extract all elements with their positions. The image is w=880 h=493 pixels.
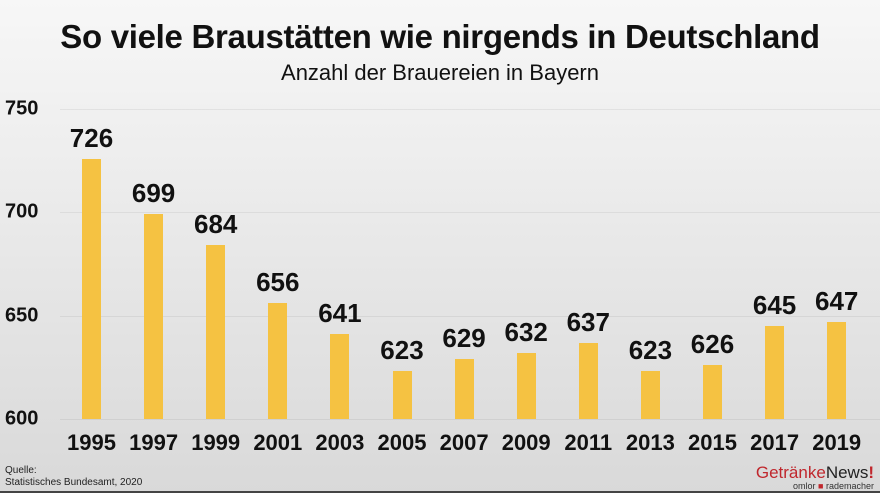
- y-tick-label: 650: [5, 304, 39, 327]
- value-label: 645: [752, 290, 797, 320]
- value-label: 623: [628, 335, 673, 366]
- value-label: 684: [193, 209, 238, 240]
- logo-part1: Getränke: [755, 463, 826, 482]
- bottom-border: [0, 491, 880, 493]
- value-label: 699: [131, 178, 176, 209]
- value-label: 629: [442, 323, 486, 354]
- source-note: Quelle: Statistisches Bundesamt, 2020: [5, 465, 142, 489]
- bar-2015: [703, 365, 722, 419]
- gridline: [60, 212, 880, 214]
- bar-2007: [454, 359, 474, 419]
- gridline: [60, 109, 880, 110]
- bar-1997: [144, 214, 164, 419]
- x-tick-label: 2003: [315, 430, 365, 455]
- source-label: Quelle:: [5, 465, 37, 476]
- value-label: 637: [566, 306, 610, 337]
- y-tick-label: 600: [5, 407, 39, 430]
- value-label: 726: [69, 122, 114, 153]
- x-tick-label: 2001: [253, 430, 303, 455]
- bar-2009: [516, 352, 536, 419]
- value-label: 623: [380, 335, 424, 366]
- logo-part2: News: [825, 463, 869, 482]
- bar-2005: [392, 371, 412, 419]
- logo-sub-right: rademacher: [825, 481, 874, 491]
- y-tick-label: 700: [5, 200, 39, 223]
- chart-subtitle: Anzahl der Brauereien in Bayern: [281, 60, 599, 85]
- y-tick-label: 750: [5, 97, 39, 120]
- x-tick-label: 2013: [625, 430, 675, 455]
- value-label: 626: [690, 329, 735, 360]
- x-tick-label: 2011: [564, 430, 613, 455]
- bar-2013: [640, 371, 660, 419]
- bar-1995: [82, 158, 101, 419]
- x-tick-label: 2005: [377, 430, 427, 455]
- x-tick-label: 1995: [67, 430, 116, 455]
- x-tick-label: 2019: [812, 430, 862, 455]
- x-tick-label: 1999: [191, 430, 241, 455]
- bar-2019: [827, 321, 847, 419]
- bar-1999: [206, 245, 226, 419]
- x-tick-label: 2009: [501, 430, 551, 455]
- value-label: 641: [318, 298, 362, 329]
- bar-2017: [765, 326, 785, 419]
- gridline: [60, 315, 880, 317]
- x-tick-label: 2015: [688, 430, 737, 455]
- source-text: Statistisches Bundesamt, 2020: [5, 477, 143, 488]
- logo-dot-icon: ■: [818, 481, 824, 491]
- chart-title: So viele Braustätten wie nirgends in Deu…: [60, 18, 820, 55]
- x-tick-label: 2017: [750, 430, 800, 455]
- gridline: [60, 419, 880, 420]
- x-tick-label: 2007: [439, 430, 489, 455]
- value-label: 647: [814, 285, 859, 316]
- x-tick-label: 1997: [129, 430, 179, 455]
- value-label: 656: [256, 267, 300, 298]
- logo-exclaim: !: [868, 463, 874, 482]
- getraenkenews-logo: GetränkeNews! omlor ■ rademacher: [756, 464, 874, 492]
- logo-sub-left: omlor: [792, 481, 816, 491]
- bar-2011: [578, 342, 598, 419]
- bar-2003: [330, 334, 350, 419]
- value-label: 632: [504, 316, 548, 347]
- bar-2001: [268, 303, 288, 419]
